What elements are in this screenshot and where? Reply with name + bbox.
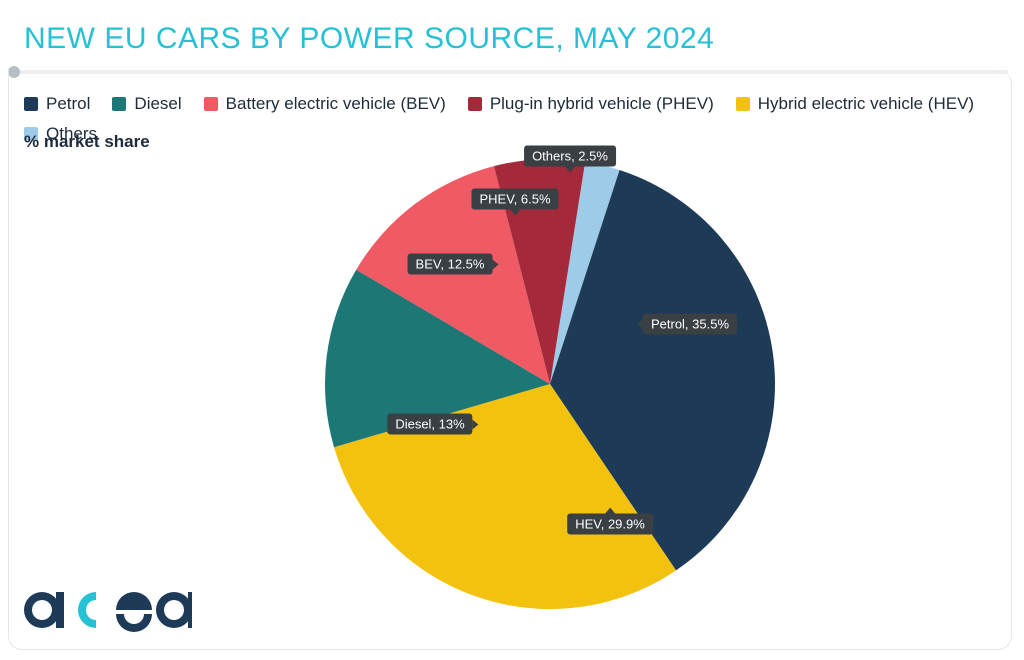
slice-label-others: Others, 2.5%	[524, 146, 616, 167]
legend-label: Petrol	[46, 94, 90, 114]
legend-swatch	[468, 97, 482, 111]
chart-subtitle: % market share	[24, 132, 150, 152]
legend: Petrol Diesel Battery electric vehicle (BE…	[24, 94, 984, 144]
legend-swatch	[736, 97, 750, 111]
chart-title: NEW EU CARS BY POWER SOURCE, MAY 2024	[24, 22, 714, 56]
legend-item-bev: Battery electric vehicle (BEV)	[204, 94, 446, 114]
legend-item-hev: Hybrid electric vehicle (HEV)	[736, 94, 974, 114]
legend-swatch	[112, 97, 126, 111]
slice-label-petrol: Petrol, 35.5%	[643, 314, 737, 335]
legend-item-petrol: Petrol	[24, 94, 90, 114]
legend-label: Battery electric vehicle (BEV)	[226, 94, 446, 114]
page: NEW EU CARS BY POWER SOURCE, MAY 2024 Pe…	[0, 0, 1024, 660]
slice-label-hev: HEV, 29.9%	[567, 514, 653, 535]
legend-swatch	[204, 97, 218, 111]
slice-label-bev: BEV, 12.5%	[408, 254, 493, 275]
legend-item-phev: Plug-in hybrid vehicle (PHEV)	[468, 94, 714, 114]
legend-label: Hybrid electric vehicle (HEV)	[758, 94, 974, 114]
legend-swatch	[24, 97, 38, 111]
slice-label-phev: PHEV, 6.5%	[471, 189, 558, 210]
pie-svg	[310, 144, 790, 624]
legend-item-diesel: Diesel	[112, 94, 181, 114]
legend-label: Diesel	[134, 94, 181, 114]
legend-label: Plug-in hybrid vehicle (PHEV)	[490, 94, 714, 114]
slice-label-diesel: Diesel, 13%	[387, 414, 472, 435]
pie-chart: Others, 2.5% Petrol, 35.5% HEV, 29.9% Diese…	[310, 144, 790, 624]
acea-logo	[22, 578, 192, 638]
